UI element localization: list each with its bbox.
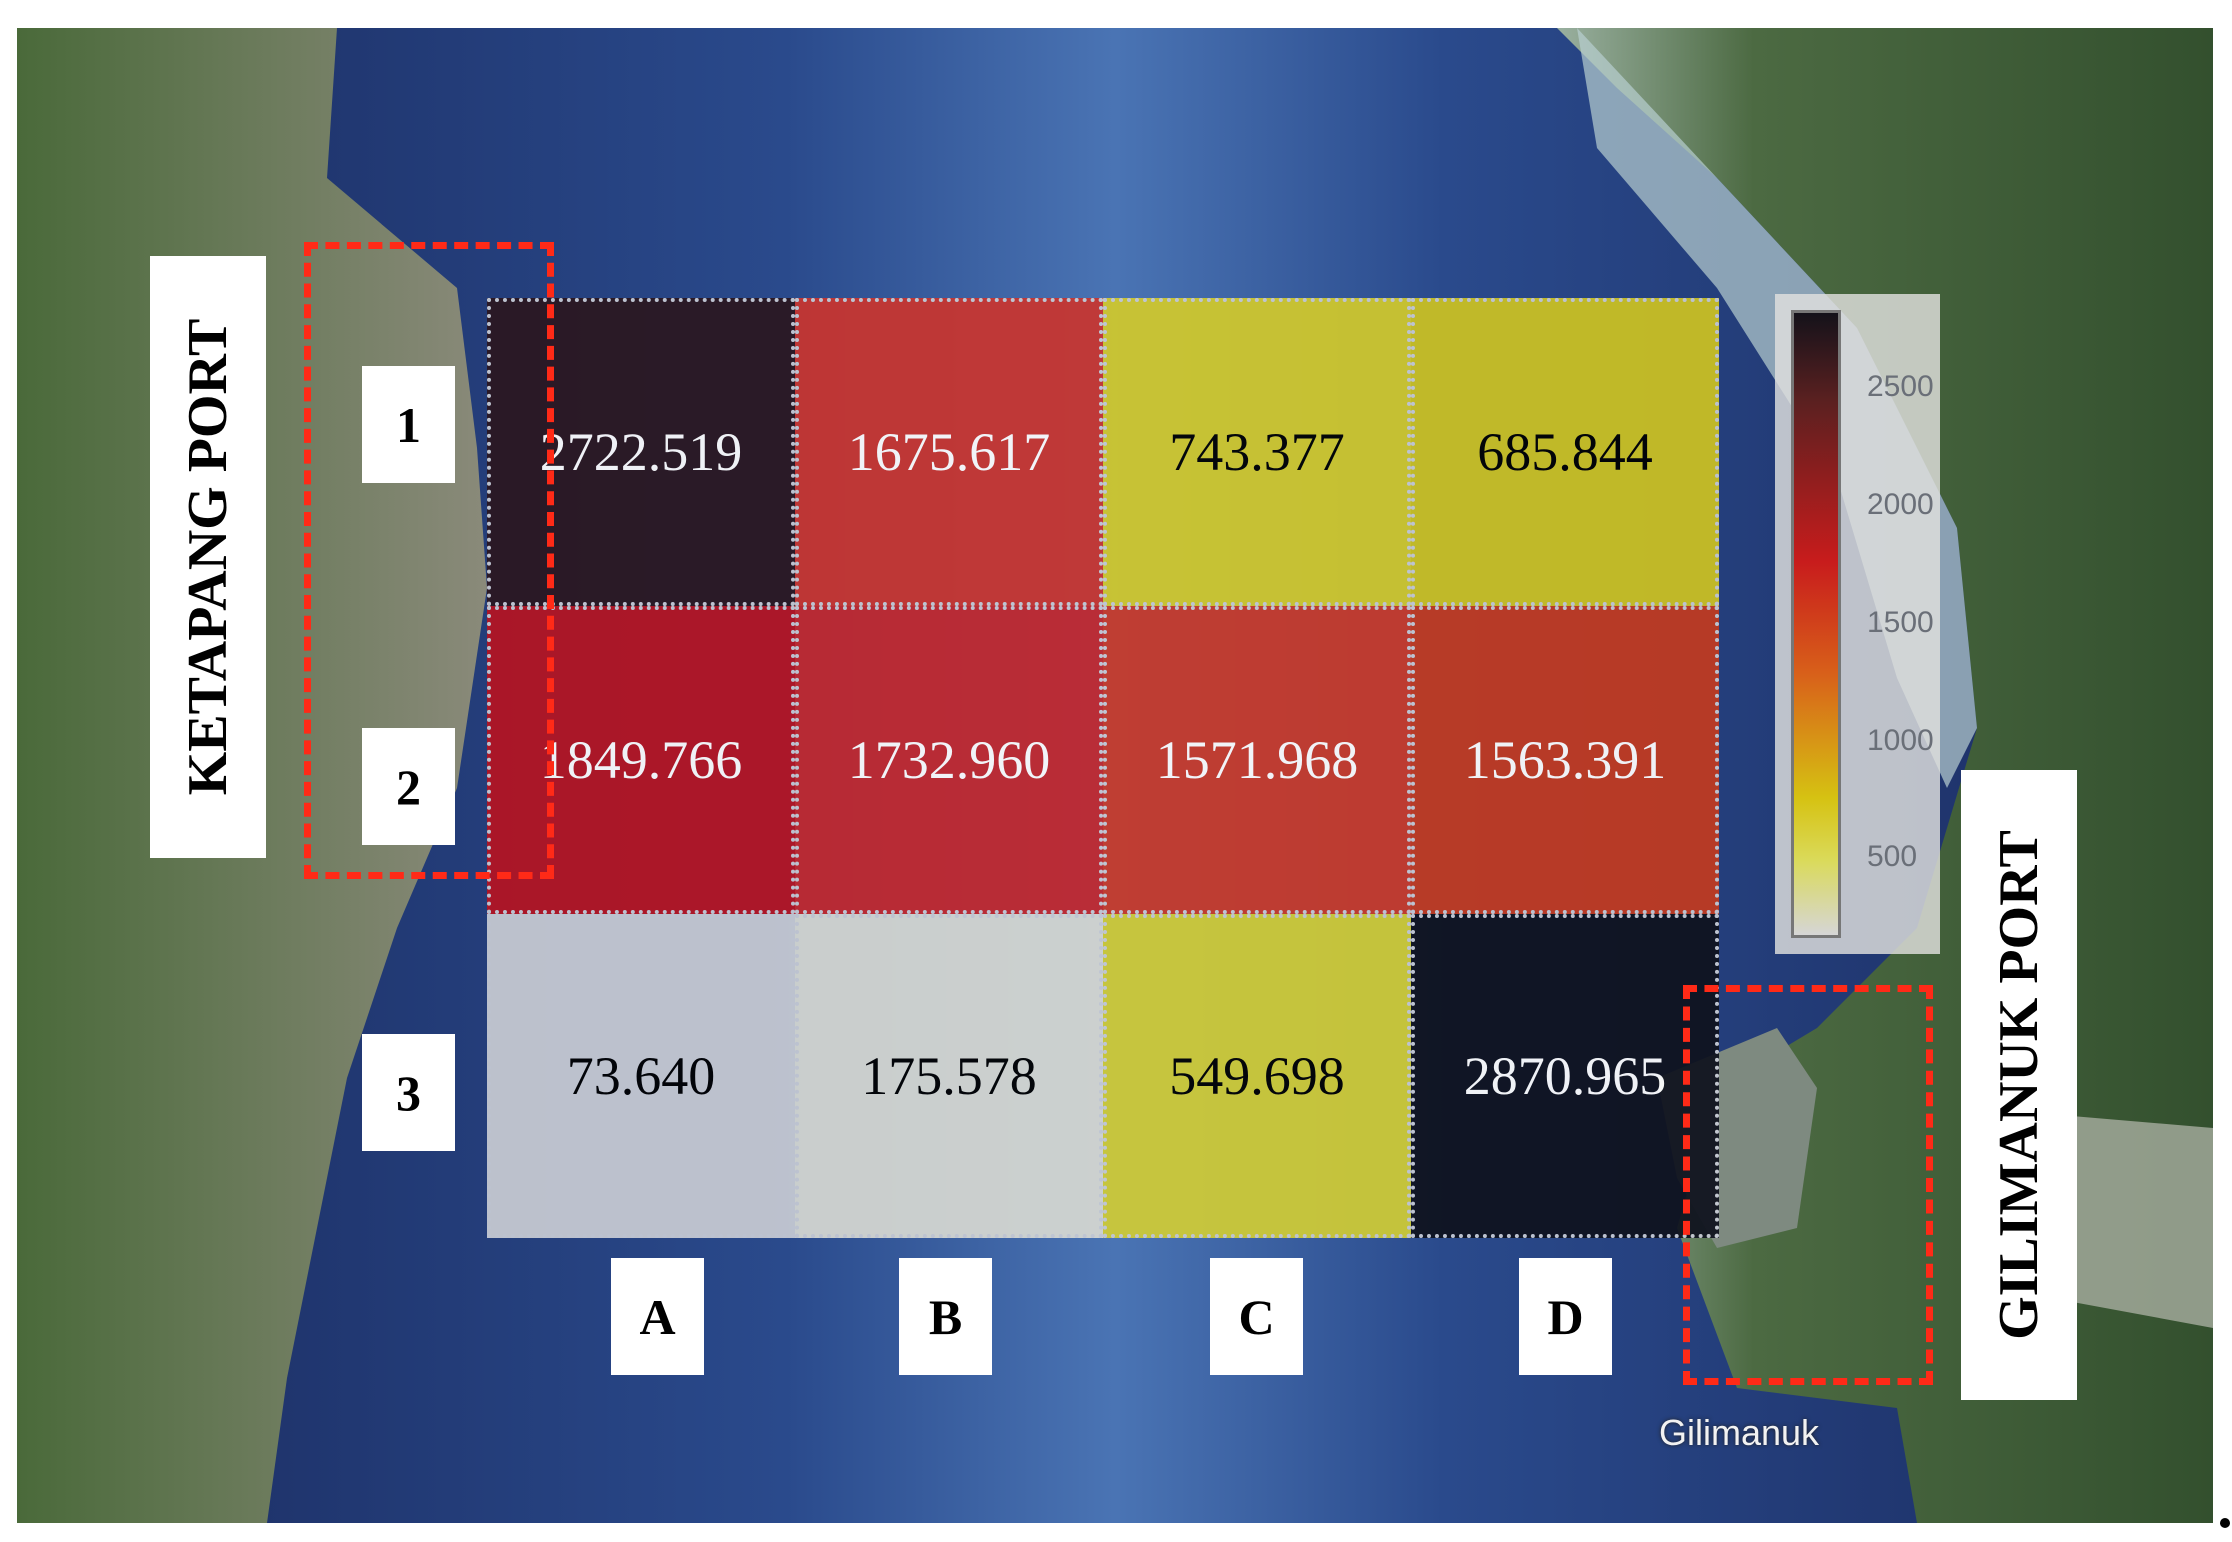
color-legend: 2500 2000 1500 1000 500 xyxy=(1775,294,1940,954)
cell-value: 1571.968 xyxy=(1155,730,1359,790)
legend-tick: 2500 xyxy=(1867,370,1934,403)
cell-value: 73.640 xyxy=(566,1046,716,1106)
cell-value: 2722.519 xyxy=(539,422,743,482)
cell-value: 1675.617 xyxy=(847,422,1051,482)
satellite-map: 2722.519 1675.617 743.377 685.844 1849.7… xyxy=(17,28,2213,1523)
cell-value: 743.377 xyxy=(1169,422,1345,482)
column-label-d: D xyxy=(1519,1258,1612,1375)
cell-value: 1732.960 xyxy=(847,730,1051,790)
grid-cell-b2[interactable]: 1732.960 xyxy=(795,606,1103,914)
cell-value: 175.578 xyxy=(861,1046,1037,1106)
column-label-b: B xyxy=(899,1258,992,1375)
grid-cell-d1[interactable]: 685.844 xyxy=(1411,298,1719,606)
grid-cell-b3[interactable]: 175.578 xyxy=(795,914,1103,1238)
cell-value: 685.844 xyxy=(1477,422,1653,482)
legend-tick: 1000 xyxy=(1867,724,1934,757)
row-label-3: 3 xyxy=(362,1034,455,1151)
legend-tick: 2000 xyxy=(1867,488,1934,521)
grid-cell-c3[interactable]: 549.698 xyxy=(1103,914,1411,1238)
grid-cell-a3[interactable]: 73.640 xyxy=(487,914,795,1238)
place-name-gilimanuk: Gilimanuk xyxy=(1659,1412,1820,1453)
grid-cell-d2[interactable]: 1563.391 xyxy=(1411,606,1719,914)
grid-cell-b1[interactable]: 1675.617 xyxy=(795,298,1103,606)
gilimanuk-port-label: GILIMANUK PORT xyxy=(1961,770,2077,1400)
row-label-2: 2 xyxy=(362,728,455,845)
legend-tick: 500 xyxy=(1867,840,1918,873)
grid-cell-d3[interactable]: 2870.965 xyxy=(1411,914,1719,1238)
ketapang-port-highlight xyxy=(304,242,554,879)
cell-value: 2870.965 xyxy=(1463,1046,1667,1106)
cell-value: 549.698 xyxy=(1169,1046,1345,1106)
legend-tick: 1500 xyxy=(1867,606,1934,639)
cell-value: 1563.391 xyxy=(1463,730,1667,790)
row-label-1: 1 xyxy=(362,366,455,483)
grid-cell-c1[interactable]: 743.377 xyxy=(1103,298,1411,606)
column-label-a: A xyxy=(611,1258,704,1375)
grid-cell-a1[interactable]: 2722.519 xyxy=(487,298,795,606)
trailing-dot xyxy=(2220,1518,2230,1528)
column-label-c: C xyxy=(1210,1258,1303,1375)
legend-colorbar xyxy=(1791,310,1841,938)
grid-cell-c2[interactable]: 1571.968 xyxy=(1103,606,1411,914)
gilimanuk-port-highlight xyxy=(1683,985,1933,1385)
grid-cell-a2[interactable]: 1849.766 xyxy=(487,606,795,914)
cell-value: 1849.766 xyxy=(539,730,743,790)
ketapang-port-label: KETAPANG PORT xyxy=(150,256,266,858)
